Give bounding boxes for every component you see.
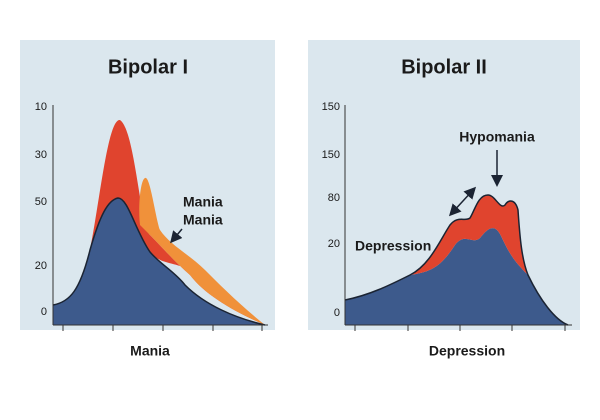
panel-title: Bipolar I	[108, 56, 188, 78]
panel-left: Bipolar I 10 30 50 20 0 Mania Mania	[20, 40, 275, 330]
arrow	[170, 228, 183, 244]
area-mid	[90, 119, 265, 326]
panel-title: Bipolar II	[401, 56, 487, 78]
y-tick-label: 10	[35, 101, 47, 113]
y-tick-label: 150	[322, 149, 340, 161]
annotation: Depression	[355, 238, 431, 254]
y-tick-label: 50	[35, 196, 47, 208]
y-tick-label: 20	[35, 260, 47, 272]
y-tick-label: 20	[328, 238, 340, 250]
panel-right: Bipolar II 150 150 80 20 0 Hypomania Dep…	[308, 40, 580, 330]
y-tick-label: 150	[322, 101, 340, 113]
annotation: Mania	[183, 212, 223, 228]
x-axis-label: Mania	[130, 343, 170, 359]
annotation: Hypomania	[459, 129, 535, 145]
y-tick-label: 0	[334, 307, 340, 319]
y-tick-label: 30	[35, 149, 47, 161]
arrow	[448, 186, 477, 217]
area-base	[345, 228, 568, 325]
area-top	[410, 195, 528, 275]
annotation: Mania	[183, 194, 223, 210]
area-edge	[52, 197, 266, 326]
y-tick-label: 80	[328, 192, 340, 204]
x-ticks	[62, 325, 566, 331]
area-edge	[344, 194, 569, 326]
x-axis-label: Depression	[429, 343, 505, 359]
y-tick-label: 0	[41, 306, 47, 318]
